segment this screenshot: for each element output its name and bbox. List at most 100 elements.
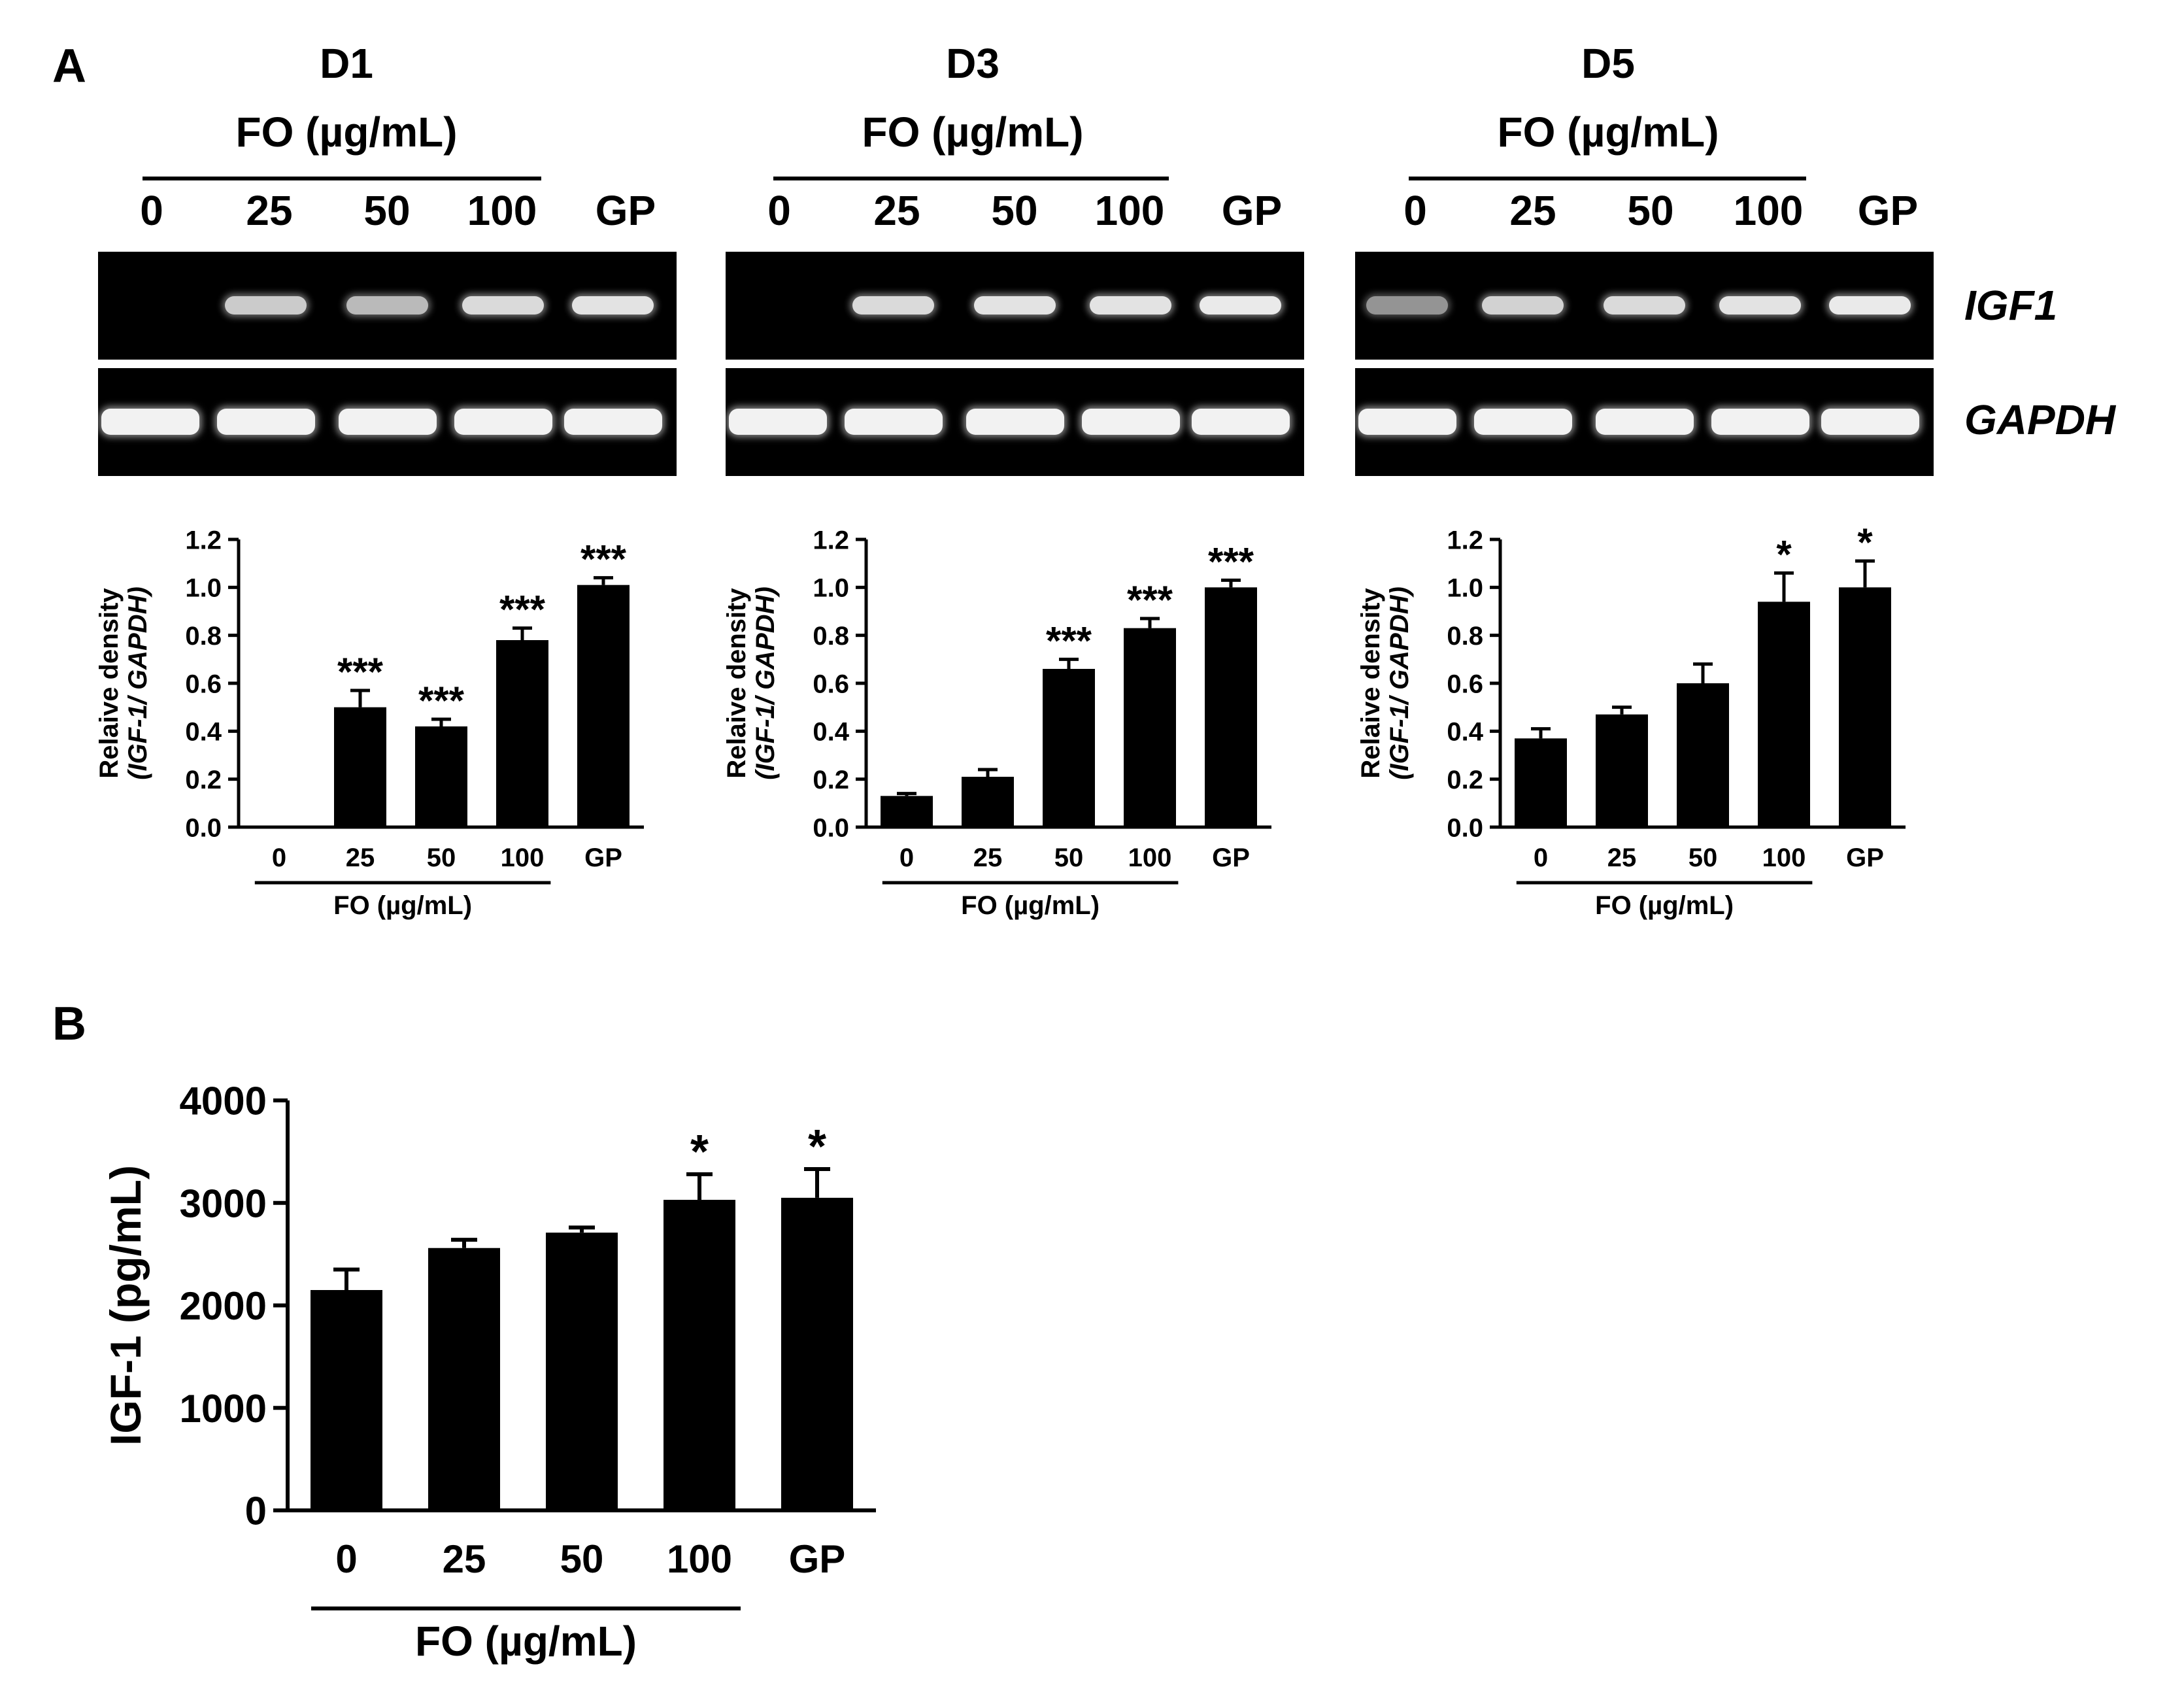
category-label: GP	[1212, 843, 1250, 872]
igf1-band	[572, 296, 654, 314]
bar	[546, 1232, 618, 1510]
gapdh-band	[101, 409, 199, 435]
igf1-band	[346, 296, 428, 314]
significance-label: ***	[499, 588, 546, 632]
y-tick-label: 1.2	[185, 526, 222, 554]
y-tick-label: 0.8	[813, 622, 849, 651]
category-label: 50	[560, 1537, 604, 1581]
lane-label: 50	[363, 187, 411, 234]
category-label: 50	[1054, 843, 1084, 872]
y-tick-label: 3000	[180, 1182, 267, 1225]
y-tick-label: 2000	[180, 1284, 267, 1328]
gel-igf1-d1	[98, 252, 677, 360]
y-tick-label: 0.4	[185, 718, 222, 747]
gapdh-band	[1711, 409, 1809, 435]
category-label: 25	[346, 843, 375, 872]
y-axis-label-ratio: (IGF-1/ GAPDH)	[1385, 586, 1414, 780]
gapdh-band	[1821, 409, 1919, 435]
gapdh-band	[844, 409, 943, 435]
y-tick-label: 0.4	[813, 718, 849, 747]
panel-a-label: A	[52, 40, 86, 92]
lane-label: 25	[246, 187, 293, 234]
category-label: 0	[335, 1537, 357, 1581]
y-tick-label: 1000	[180, 1387, 267, 1431]
gel-igf1-d3	[726, 252, 1304, 360]
panel-b-label: B	[52, 998, 86, 1050]
treatment-header-d5: FO (µg/mL)	[1497, 109, 1719, 156]
bar	[1205, 587, 1257, 827]
lane-label: 50	[1627, 187, 1674, 234]
category-label: 100	[501, 843, 545, 872]
bar	[334, 707, 386, 827]
treatment-header-d1: FO (µg/mL)	[235, 109, 458, 156]
lane-label: 100	[1094, 187, 1165, 234]
category-label: 25	[443, 1537, 486, 1581]
y-tick-label: 0.8	[185, 622, 222, 651]
category-label: 50	[427, 843, 456, 872]
y-tick-label: 1.2	[1447, 526, 1483, 554]
lane-label: 100	[467, 187, 537, 234]
category-label: 25	[1607, 843, 1637, 872]
lane-label: GP	[1221, 187, 1283, 234]
gapdh-band	[966, 409, 1064, 435]
igf1-band	[1482, 296, 1564, 314]
category-label: 0	[899, 843, 914, 872]
bar	[664, 1200, 735, 1510]
y-tick-label: 0.0	[1447, 813, 1483, 842]
bar	[781, 1197, 853, 1510]
lane-label: GP	[595, 187, 656, 234]
y-tick-label: 4000	[180, 1080, 267, 1123]
significance-label: *	[1857, 520, 1873, 564]
y-axis-label: IGF-1 (pg/mL)	[101, 1165, 150, 1446]
significance-label: ***	[580, 537, 627, 581]
treatment-rule-d3	[773, 177, 1169, 180]
y-tick-label: 1.2	[813, 526, 849, 554]
y-tick-label: 0.6	[1447, 670, 1483, 698]
bar	[1515, 738, 1567, 827]
gapdh-band	[1081, 409, 1180, 435]
igf1-band	[462, 296, 544, 314]
y-axis-label: Relaive density	[1356, 588, 1385, 779]
igf1-band	[1200, 296, 1282, 314]
y-tick-label: 0.2	[185, 766, 222, 794]
day-label-d5: D5	[1581, 40, 1635, 87]
gel-gapdh-d1	[98, 368, 677, 476]
lane-label: 100	[1733, 187, 1804, 234]
category-label: 0	[1534, 843, 1548, 872]
bar-chart-d1: 0.0 0.2 0.4 0.6 0.8 1.0 1.2 0 *** 25 *** 50 *** 100 **…	[95, 526, 644, 920]
y-tick-label: 0.4	[1447, 718, 1483, 747]
y-tick-label: 0.8	[1447, 622, 1483, 651]
y-tick-label: 1.0	[185, 574, 222, 603]
gapdh-band	[728, 409, 827, 435]
bar	[428, 1248, 500, 1510]
significance-label: ***	[1046, 619, 1092, 662]
lane-label: 0	[1403, 187, 1427, 234]
igf1-band	[1829, 296, 1911, 314]
significance-label: ***	[337, 650, 384, 694]
y-tick-label: 0.6	[185, 670, 222, 698]
bar-chart-d5: 0.0 0.2 0.4 0.6 0.8 1.0 1.2 0 25 50 * 100 * GP FO (µg/…	[1356, 520, 1906, 920]
significance-label: *	[808, 1121, 826, 1173]
significance-label: *	[690, 1126, 709, 1178]
y-tick-label: 1.0	[813, 574, 849, 603]
bar-chart-d3: 0.0 0.2 0.4 0.6 0.8 1.0 1.2 0 25 *** 50 *** 100 *** GP…	[722, 526, 1271, 920]
category-label: GP	[789, 1537, 846, 1581]
gapdh-band	[338, 409, 437, 435]
bar	[962, 777, 1014, 827]
bar	[1677, 683, 1729, 827]
bar	[415, 726, 467, 827]
bar	[1596, 714, 1648, 827]
lane-label: 25	[1509, 187, 1556, 234]
significance-label: ***	[418, 679, 465, 722]
bar	[1839, 587, 1891, 827]
bar	[881, 796, 933, 827]
lane-label: 25	[873, 187, 920, 234]
gene-label-gapdh: GAPDH	[1964, 396, 2116, 443]
x-axis-group-label: FO (µg/mL)	[961, 891, 1100, 920]
category-label: 0	[272, 843, 286, 872]
y-tick-label: 0	[245, 1489, 267, 1533]
gapdh-band	[454, 409, 552, 435]
bar	[1758, 602, 1810, 827]
y-tick-label: 1.0	[1447, 574, 1483, 603]
lane-label: GP	[1857, 187, 1919, 234]
